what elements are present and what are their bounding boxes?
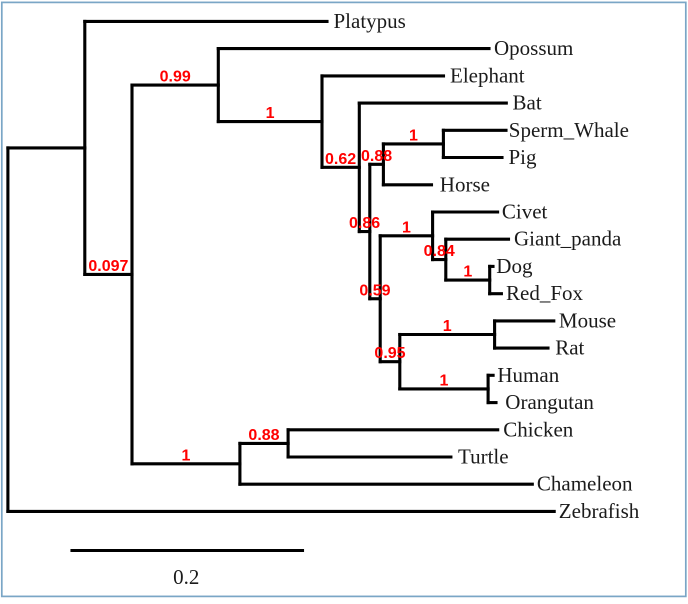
svg-text:Bat: Bat [513, 91, 542, 115]
svg-text:Civet: Civet [502, 200, 548, 224]
svg-text:Turtle: Turtle [458, 445, 509, 469]
svg-text:1: 1 [409, 127, 418, 144]
svg-text:0.84: 0.84 [424, 243, 455, 260]
svg-text:Dog: Dog [496, 254, 533, 278]
svg-text:Elephant: Elephant [450, 63, 525, 87]
svg-text:0.95: 0.95 [374, 345, 405, 362]
svg-text:Red_Fox: Red_Fox [506, 281, 584, 305]
svg-text:1: 1 [402, 219, 411, 236]
svg-text:Rat: Rat [555, 336, 584, 360]
svg-text:0.88: 0.88 [248, 427, 279, 444]
svg-text:Sperm_Whale: Sperm_Whale [509, 118, 629, 142]
svg-text:0.86: 0.86 [349, 215, 380, 232]
svg-text:1: 1 [266, 105, 275, 122]
svg-text:0.88: 0.88 [361, 148, 392, 165]
svg-text:0.62: 0.62 [325, 151, 356, 168]
svg-text:Pig: Pig [509, 145, 538, 169]
svg-text:Chameleon: Chameleon [537, 472, 633, 496]
svg-text:1: 1 [463, 264, 472, 281]
svg-text:1: 1 [181, 447, 190, 464]
svg-text:Chicken: Chicken [503, 417, 573, 441]
svg-text:0.097: 0.097 [88, 258, 128, 275]
svg-text:1: 1 [440, 372, 449, 389]
svg-text:Human: Human [497, 363, 559, 387]
svg-text:Zebrafish: Zebrafish [559, 499, 640, 523]
svg-text:Platypus: Platypus [334, 9, 406, 33]
svg-text:Giant_panda: Giant_panda [514, 227, 622, 251]
svg-text:Mouse: Mouse [559, 308, 616, 332]
svg-text:1: 1 [443, 318, 452, 335]
svg-text:0.99: 0.99 [160, 69, 191, 86]
svg-text:Orangutan: Orangutan [505, 390, 594, 414]
svg-text:Horse: Horse [440, 172, 490, 196]
svg-text:0.59: 0.59 [359, 282, 390, 299]
svg-text:Opossum: Opossum [494, 36, 573, 60]
svg-text:0.2: 0.2 [173, 565, 199, 589]
